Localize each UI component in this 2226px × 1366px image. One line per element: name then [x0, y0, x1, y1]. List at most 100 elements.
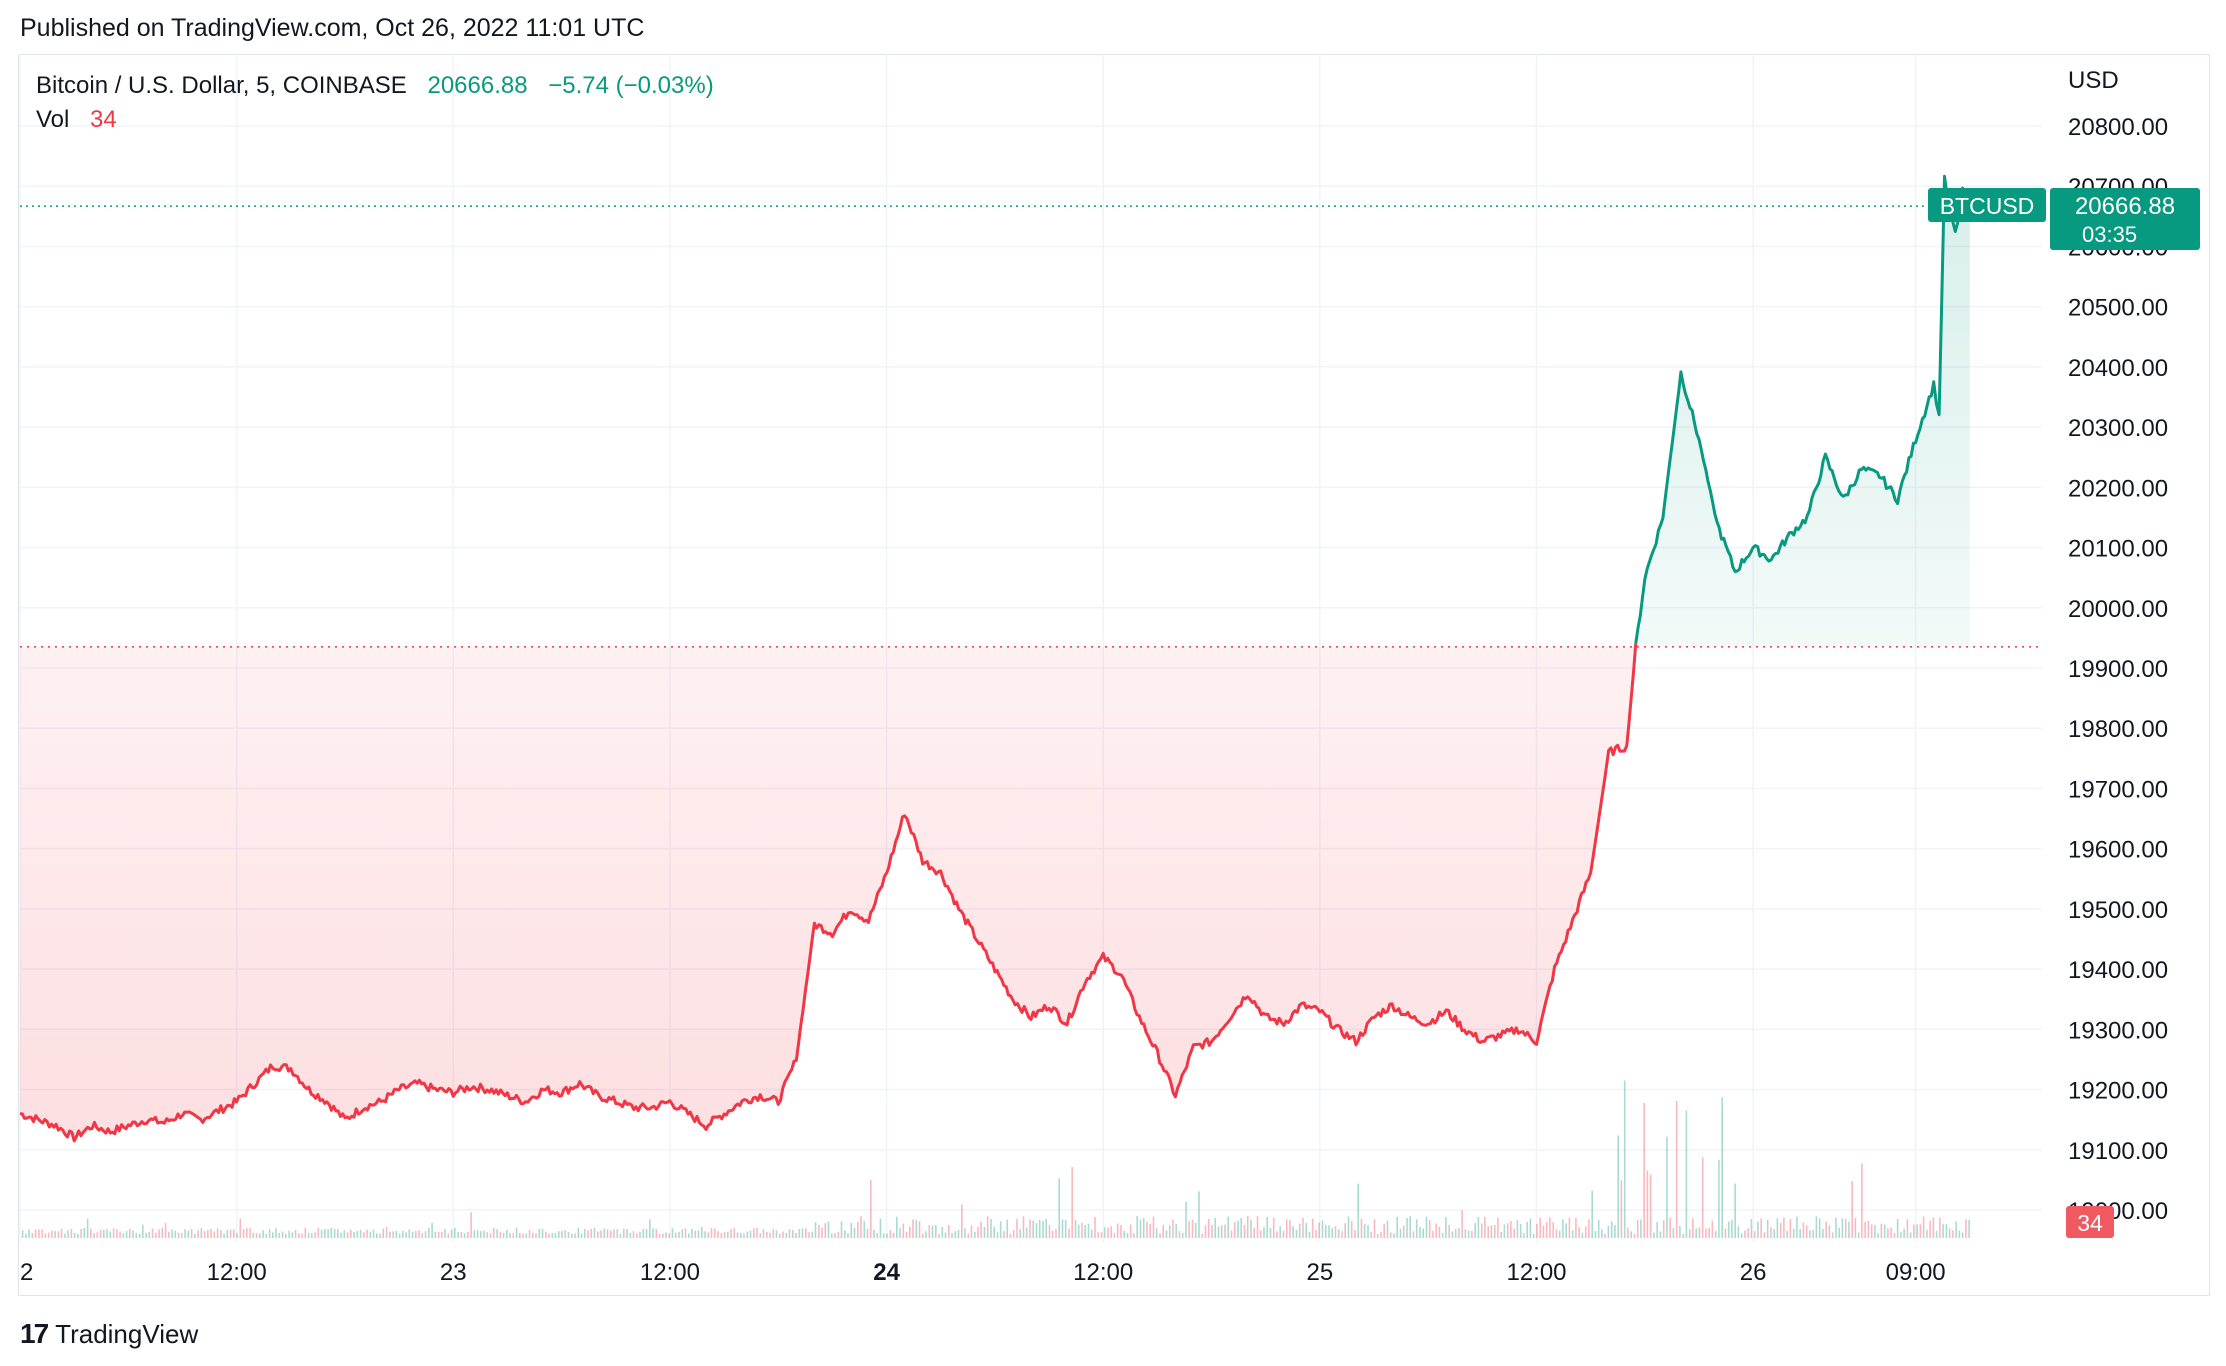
volume-bar	[1965, 1219, 1967, 1238]
volume-bar	[1116, 1223, 1119, 1238]
tradingview-logo[interactable]: 17 TradingView	[20, 1318, 198, 1350]
volume-bar	[1233, 1222, 1236, 1238]
volume-bar	[1113, 1233, 1116, 1238]
volume-bar	[1103, 1227, 1106, 1238]
volume-bar	[1266, 1216, 1268, 1238]
volume-bar	[590, 1228, 593, 1238]
x-tick-label: 12:00	[1073, 1259, 1133, 1286]
volume-bar	[1269, 1228, 1272, 1238]
volume-bar	[980, 1222, 982, 1238]
volume-bar	[974, 1231, 976, 1238]
volume-bar	[905, 1231, 908, 1238]
volume-bar	[1432, 1230, 1434, 1238]
volume-bar	[1461, 1210, 1463, 1238]
volume-bar	[1467, 1230, 1470, 1238]
volume-bar	[961, 1204, 963, 1238]
volume-bar	[1064, 1220, 1067, 1238]
volume-bar	[138, 1233, 141, 1238]
symbol-tag-bg	[1928, 188, 2046, 222]
volume-bar	[938, 1233, 940, 1238]
volume-bar	[457, 1231, 459, 1238]
volume-bar	[1721, 1097, 1723, 1238]
volume-bar	[389, 1231, 391, 1238]
volume-bar	[886, 1233, 888, 1238]
volume-bar	[1357, 1183, 1359, 1238]
volume-bar	[853, 1227, 856, 1238]
volume-bar	[103, 1229, 105, 1238]
volume-bar	[467, 1231, 469, 1238]
volume-bar	[233, 1229, 235, 1238]
volume-bar	[655, 1229, 658, 1238]
volume-bar	[918, 1221, 921, 1238]
volume-bar	[1935, 1231, 1938, 1238]
volume-bar	[304, 1227, 307, 1238]
volume-bar	[1662, 1220, 1665, 1238]
volume-bar	[47, 1232, 50, 1238]
volume-bar	[203, 1231, 206, 1238]
volume-bar	[1740, 1233, 1743, 1238]
volume-bar	[1126, 1233, 1129, 1238]
volume-bar	[1367, 1225, 1369, 1238]
volume-bar	[746, 1231, 749, 1238]
volume-bar	[1906, 1219, 1909, 1238]
volume-bar	[1539, 1217, 1541, 1238]
volume-bar	[70, 1228, 73, 1238]
volume-bar	[983, 1226, 986, 1238]
volume-bar	[1727, 1221, 1730, 1238]
volume-bar	[431, 1222, 433, 1238]
volume-bar	[353, 1232, 355, 1238]
volume-bar	[1701, 1157, 1704, 1238]
volume-bar	[1396, 1216, 1398, 1238]
volume-bar	[229, 1229, 232, 1238]
volume-bar	[93, 1233, 95, 1238]
volume-bar	[1490, 1225, 1493, 1238]
volume-bar	[1685, 1110, 1688, 1238]
volume-bar	[1695, 1228, 1697, 1238]
volume-bar	[1513, 1228, 1515, 1238]
volume-bar	[740, 1233, 742, 1238]
volume-bar	[782, 1231, 784, 1238]
volume-bar	[1259, 1230, 1262, 1238]
volume-bar	[1419, 1227, 1421, 1238]
volume-bar	[1653, 1232, 1655, 1238]
volume-bar	[109, 1231, 112, 1238]
volume-bar	[1952, 1230, 1954, 1238]
volume-bar	[928, 1225, 931, 1238]
volume-bar	[1159, 1233, 1161, 1238]
volume-bar	[1506, 1223, 1509, 1238]
volume-bar	[909, 1226, 911, 1238]
volume-bar	[333, 1228, 336, 1238]
volume-bar	[603, 1228, 606, 1238]
volume-bar	[1890, 1227, 1892, 1238]
legend-price: 20666.88	[427, 72, 528, 99]
volume-bar	[1207, 1218, 1210, 1238]
volume-bar	[1578, 1227, 1580, 1238]
volume-bar	[1770, 1227, 1772, 1238]
volume-bar	[1181, 1232, 1184, 1238]
volume-bar	[83, 1227, 86, 1238]
volume-bar	[857, 1222, 859, 1238]
volume-bar	[1448, 1224, 1450, 1238]
volume-bar	[1724, 1228, 1727, 1238]
volume-bar	[629, 1232, 632, 1238]
volume-bar	[1851, 1181, 1853, 1238]
volume-bar	[1799, 1229, 1801, 1238]
volume-bar	[1594, 1231, 1597, 1238]
volume-bar	[1123, 1230, 1125, 1238]
volume-bar	[1133, 1233, 1135, 1238]
volume-bar	[1263, 1227, 1265, 1238]
volume-bar	[473, 1230, 476, 1238]
volume-bar	[463, 1233, 466, 1238]
y-tick-label: 19200.00	[2068, 1078, 2168, 1105]
volume-bar	[1812, 1229, 1814, 1238]
volume-bar	[1428, 1219, 1431, 1238]
volume-bar	[1337, 1229, 1340, 1238]
volume-bar	[551, 1233, 554, 1238]
volume-bar	[512, 1233, 515, 1238]
volume-bar	[1350, 1221, 1353, 1238]
volume-bar	[90, 1228, 92, 1238]
volume-bar	[1285, 1219, 1288, 1238]
volume-bar	[749, 1230, 752, 1238]
volume-bar	[515, 1227, 518, 1238]
